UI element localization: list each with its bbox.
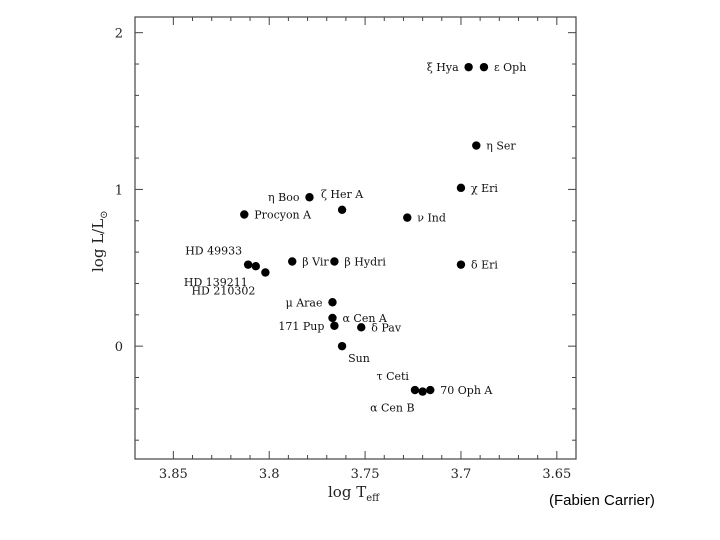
star-label: τ Ceti (376, 370, 409, 383)
star-label: Sun (348, 352, 370, 365)
star-label: μ Arae (286, 296, 323, 309)
x-axis-label-sub: eff (366, 493, 380, 504)
star-label: ζ Her A (321, 188, 364, 201)
star-point (251, 262, 260, 271)
star-point (357, 323, 366, 332)
star-point (305, 193, 314, 202)
x-tick-label: 3.65 (542, 467, 571, 482)
x-tick-label: 3.75 (351, 467, 380, 482)
y-tick-label: 2 (115, 27, 123, 42)
star-label: η Boo (268, 191, 300, 204)
star-point (479, 62, 489, 72)
tick-labels: 3.85 3.8 3.75 3.7 3.65 0 1 2 (115, 27, 572, 482)
star-label: HD 210302 (191, 284, 255, 297)
star-point (410, 385, 420, 395)
x-tick-label: 3.85 (159, 467, 188, 482)
star-label: β Vir (302, 256, 329, 269)
star-label: ν Ind (417, 212, 446, 225)
plot-frame (134, 16, 577, 460)
star-point (472, 141, 481, 150)
star-label: δ Pav (371, 321, 402, 334)
star-label: α Cen B (370, 402, 415, 415)
star-point (337, 341, 347, 351)
y-tick-label: 1 (115, 183, 123, 198)
y-tick-label: 0 (115, 340, 123, 355)
star-label: 70 Oph A (440, 384, 493, 397)
credit-text: (Fabien Carrier) (549, 492, 655, 509)
star-point (330, 321, 339, 330)
star-label: β Hydri (344, 256, 386, 269)
star-label: Procyon A (254, 208, 312, 221)
star-point (456, 183, 466, 193)
star-point (464, 62, 473, 72)
star-point (288, 257, 297, 266)
y-axis-label: log L/L⊙ (89, 210, 110, 272)
star-point (426, 385, 435, 395)
star-point (403, 213, 412, 222)
star-label: HD 49933 (185, 245, 242, 258)
star-point (240, 210, 249, 219)
star-point (328, 313, 337, 323)
star-label: ξ Hya (427, 61, 459, 74)
star-label: ε Oph (494, 61, 526, 74)
star-label: α Cen A (342, 312, 387, 325)
star-point (243, 260, 253, 269)
star-point (456, 260, 466, 269)
x-axis-label: log Teff (328, 483, 380, 504)
star-label: χ Eri (471, 182, 498, 195)
star-point (261, 268, 270, 277)
star-point (330, 257, 339, 266)
y-axis-label-sub: ⊙ (99, 210, 110, 218)
star-label: δ Eri (471, 259, 498, 272)
star-point (337, 205, 347, 214)
x-tick-label: 3.7 (451, 467, 472, 482)
data-points (240, 62, 489, 396)
star-label: HD 139211 (184, 276, 248, 289)
star-point (418, 387, 427, 396)
star-label: 171 Pup (278, 320, 324, 333)
star-point (328, 298, 337, 307)
star-label: η Ser (486, 140, 516, 153)
x-tick-label: 3.8 (259, 467, 280, 482)
axis-ticks (135, 17, 576, 459)
point-labels: ξ Hya ε Oph η Ser χ Eri η Boo ζ Her A ν Ind Pro… (184, 61, 526, 414)
